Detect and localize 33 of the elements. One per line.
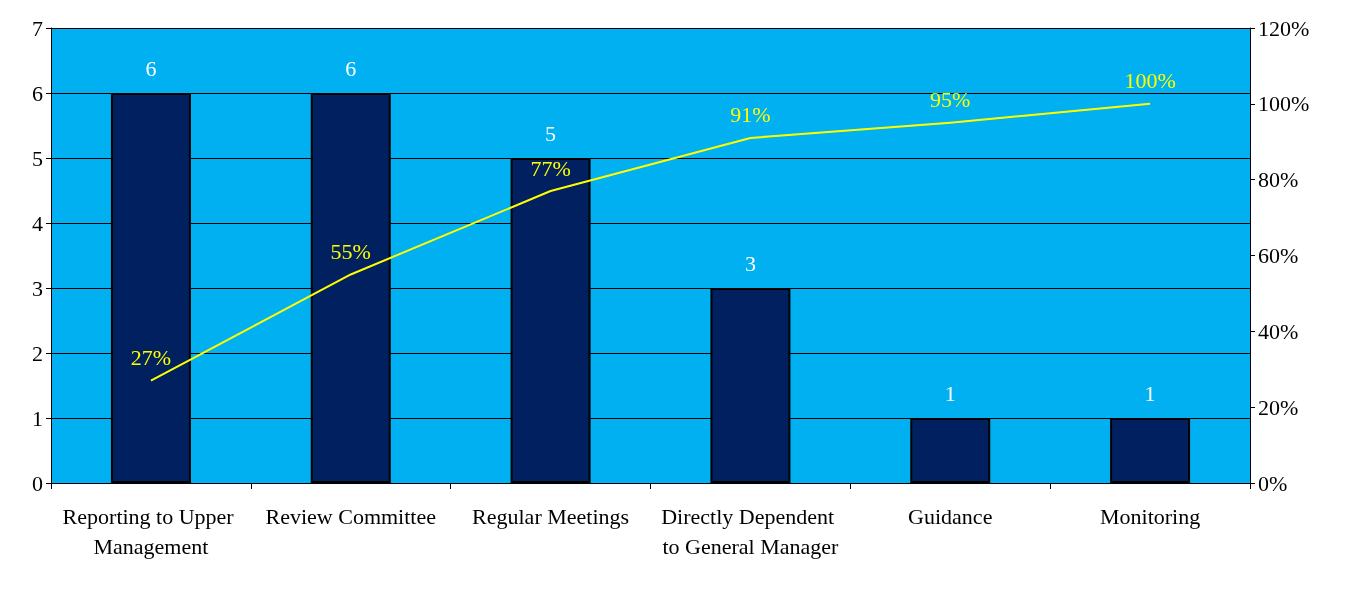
x-tick-label: Reporting to Upper Management	[62, 503, 240, 559]
data-label: 95%	[930, 87, 971, 113]
y2-tick-label: 100%	[1258, 91, 1310, 117]
y-tick-label: 2	[32, 340, 43, 366]
y2-tick-label: 80%	[1258, 167, 1299, 193]
data-label: 6	[345, 55, 357, 81]
y2-tick-label: 0%	[1258, 470, 1288, 496]
data-label: 1	[944, 380, 956, 406]
y-tick-label: 5	[32, 145, 43, 171]
data-label: 91%	[730, 102, 771, 128]
y-tick-label: 7	[32, 15, 43, 41]
y2-tick-label: 40%	[1258, 318, 1299, 344]
x-tick-label: Guidance	[908, 503, 993, 529]
y-tick-label: 1	[32, 405, 43, 431]
y-tick-label: 6	[32, 80, 43, 106]
data-label: 6	[145, 55, 157, 81]
x-tick-label: Review Committee	[265, 503, 436, 529]
y2-tick-label: 20%	[1258, 394, 1299, 420]
y2-tick-label: 120%	[1258, 15, 1310, 41]
data-label: 100%	[1124, 68, 1176, 94]
y-tick-label: 4	[32, 210, 43, 236]
data-label: 3	[744, 250, 756, 276]
data-label: 5	[545, 120, 557, 146]
data-label: 55%	[330, 238, 371, 264]
y-tick-label: 0	[32, 470, 43, 496]
data-label: 77%	[530, 155, 571, 181]
x-tick-label: Regular Meetings	[472, 503, 630, 529]
data-label: 1	[1144, 380, 1156, 406]
y-tick-label: 3	[32, 275, 43, 301]
x-tick-label: Directly Dependent to General Manager	[661, 503, 840, 559]
y2-tick-label: 60%	[1258, 243, 1299, 268]
data-label: 27%	[130, 345, 172, 371]
x-tick-label: Monitoring	[1099, 503, 1201, 529]
